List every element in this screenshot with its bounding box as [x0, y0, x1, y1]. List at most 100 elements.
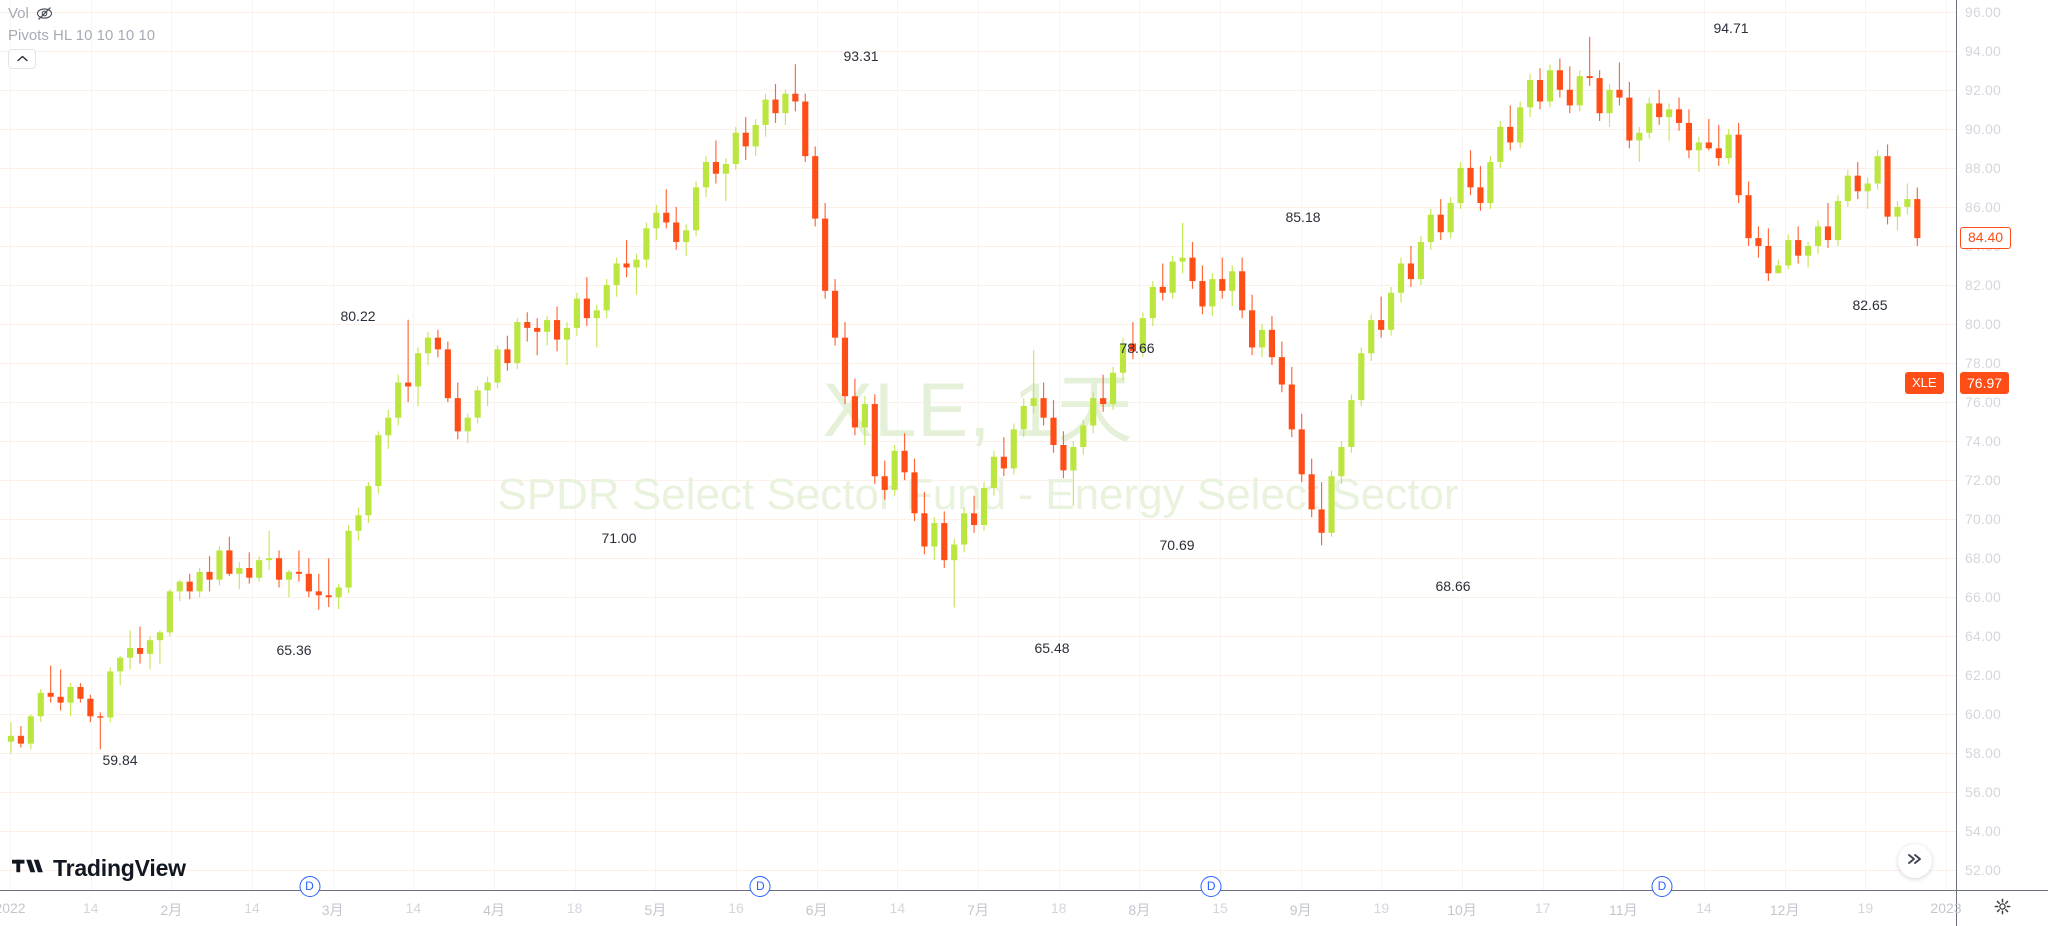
vertical-gridline — [1543, 0, 1544, 890]
vertical-gridline — [1785, 0, 1786, 890]
candle-body — [1715, 148, 1722, 159]
pivot-label: 94.71 — [1713, 20, 1749, 36]
session-break-marker[interactable]: D — [1651, 876, 1673, 897]
candle-body — [1308, 474, 1315, 510]
candle-body — [871, 404, 878, 477]
candle-body — [663, 212, 670, 223]
candle-body — [593, 310, 600, 319]
pivot-label: 70.69 — [1159, 537, 1195, 553]
time-axis-tick: 19 — [1857, 900, 1874, 916]
vertical-gridline — [1059, 0, 1060, 890]
time-axis-tick: 14 — [405, 900, 422, 916]
symbol-price-badge[interactable]: 76.97 — [1960, 372, 2010, 395]
candle-body — [603, 284, 610, 311]
symbol-ticker-badge[interactable]: XLE — [1905, 372, 1944, 395]
candle-body — [901, 450, 908, 473]
candle-body — [1785, 240, 1792, 266]
vertical-gridline — [1220, 0, 1221, 890]
time-scale[interactable]: 2022 14 2月 14 3月 14 4月 18 5月 16 6月 14 7月 18 8月 15 9月 19 10… — [0, 890, 2048, 926]
candle-body — [355, 515, 362, 531]
candle-body — [1288, 384, 1295, 430]
legend-pivots-row[interactable]: Pivots HL 10 10 10 10 — [8, 24, 155, 46]
price-axis-tick: 62.00 — [1965, 667, 2002, 684]
candle-body — [166, 591, 173, 633]
price-scale[interactable]: 96.0094.0092.0090.0088.0086.0084.0082.00… — [1905, 0, 2048, 890]
session-break-marker[interactable]: D — [299, 876, 320, 897]
vertical-gridline — [655, 0, 656, 890]
candle-body — [117, 657, 124, 672]
chart-settings-button[interactable] — [1956, 891, 2048, 926]
time-axis-tick: 2023 — [1930, 900, 1962, 916]
candle-body — [1040, 398, 1047, 418]
vertical-gridline — [817, 0, 818, 890]
candle-body — [1239, 271, 1246, 311]
candle-body — [1060, 445, 1067, 471]
candle-body — [1626, 97, 1633, 141]
candle-body — [256, 560, 263, 578]
candle-body — [484, 382, 491, 391]
scroll-to-realtime-button[interactable] — [1898, 844, 1932, 878]
candle-body — [325, 595, 332, 598]
candle-body — [951, 544, 958, 561]
vertical-gridline — [897, 0, 898, 890]
price-axis-tick: 60.00 — [1965, 706, 2002, 723]
candle-body — [434, 337, 441, 350]
candle-body — [921, 513, 928, 547]
candle-body — [365, 485, 372, 516]
time-axis-tick: 14 — [889, 900, 906, 916]
candle-body — [1030, 398, 1037, 406]
candle-body — [97, 716, 104, 718]
chart-plot-area[interactable]: XLE, 1天 SPDR Select Sector Fund - Energy… — [0, 0, 1956, 890]
candle-body — [107, 671, 114, 718]
session-break-marker[interactable]: D — [749, 876, 771, 897]
candle-body — [295, 571, 302, 574]
candle-body — [891, 450, 898, 490]
vertical-gridline — [1946, 0, 1947, 890]
time-axis-tick: 19 — [1373, 900, 1390, 916]
candle-body — [196, 571, 203, 592]
price-axis-tick: 66.00 — [1965, 589, 2002, 606]
candle-body — [504, 349, 511, 364]
candle-body — [553, 320, 561, 340]
price-axis-tick: 82.00 — [1965, 276, 2002, 293]
candle-body — [752, 124, 759, 147]
time-axis-tick: 10月 — [1447, 902, 1477, 918]
legend-collapse-button[interactable] — [8, 49, 36, 69]
candle-body — [1388, 292, 1395, 330]
candle-body — [643, 228, 650, 260]
legend-volume-row[interactable]: Vol — [8, 2, 155, 24]
candle-body — [1864, 183, 1871, 192]
tradingview-logo[interactable]: TradingView — [12, 855, 186, 882]
candle-body — [1437, 214, 1444, 233]
time-axis-tick: 18 — [1050, 900, 1067, 916]
candle-body — [1080, 425, 1087, 447]
candle-body — [1119, 343, 1127, 373]
candle-body — [1646, 103, 1653, 133]
candle-body — [414, 353, 422, 387]
candle-body — [1070, 446, 1077, 471]
candle-body — [1536, 80, 1544, 102]
candle-body — [315, 591, 322, 596]
candle-body — [970, 513, 978, 526]
candle-body — [1566, 89, 1573, 106]
pivot-label: 68.66 — [1435, 578, 1471, 594]
candle-body — [851, 396, 859, 428]
price-axis-tick: 74.00 — [1965, 433, 2002, 450]
candle-body — [653, 212, 660, 229]
candle-body — [613, 263, 620, 285]
session-break-marker[interactable]: D — [1200, 876, 1222, 897]
candle-body — [405, 382, 412, 387]
time-axis-tick: 5月 — [644, 902, 667, 918]
candle-body — [692, 187, 700, 231]
eye-off-icon[interactable] — [36, 5, 53, 22]
pivot-label: 65.36 — [276, 642, 312, 658]
time-axis-tick: 4月 — [483, 902, 505, 918]
pivot-label: 78.66 — [1119, 340, 1155, 356]
vertical-gridline — [1139, 0, 1140, 890]
candle-body — [494, 349, 501, 383]
pivot-label: 82.65 — [1852, 297, 1888, 313]
candle-body — [1576, 76, 1583, 106]
time-axis-tick: 14 — [1696, 900, 1712, 916]
chart-legend: Vol Pivots HL 10 10 10 10 — [8, 2, 155, 69]
